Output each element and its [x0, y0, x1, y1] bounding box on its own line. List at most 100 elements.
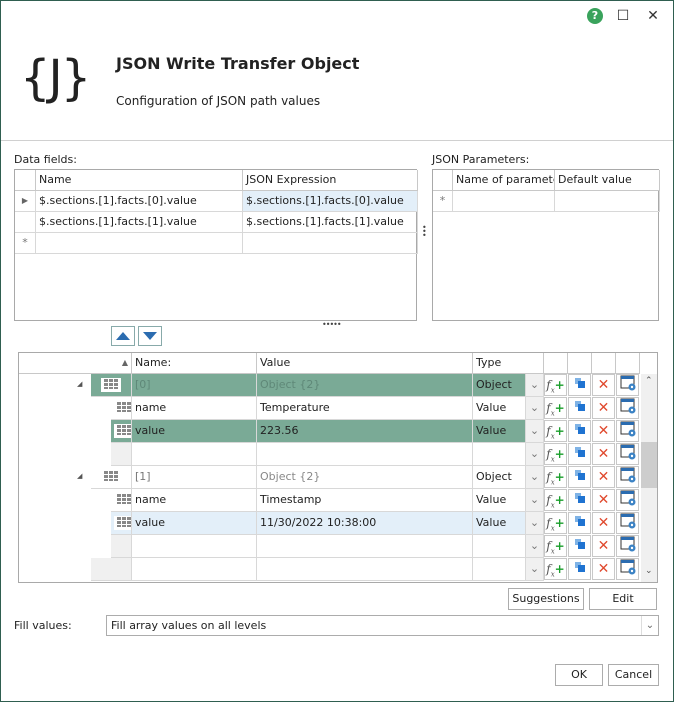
new-parameter-default[interactable]	[555, 191, 660, 212]
node-value[interactable]: Temperature	[257, 397, 473, 420]
settings-window-icon[interactable]	[616, 535, 639, 557]
copy-icon[interactable]	[568, 397, 591, 419]
delete-icon[interactable]: ✕	[592, 466, 615, 488]
node-grid-icon[interactable]	[111, 512, 132, 535]
delete-icon[interactable]: ✕	[592, 443, 615, 465]
node-type[interactable]: Value	[473, 489, 526, 512]
node-name[interactable]	[132, 558, 257, 581]
sort-ascending-icon[interactable]: ▲	[19, 353, 132, 374]
node-name[interactable]	[132, 443, 257, 466]
settings-window-icon[interactable]	[616, 466, 639, 488]
cancel-button[interactable]: Cancel	[608, 664, 659, 686]
collapse-icon[interactable]: ◢	[77, 472, 83, 480]
node-value[interactable]: Object {2}	[257, 374, 473, 397]
settings-window-icon[interactable]	[616, 512, 639, 534]
node-type[interactable]: Value	[473, 397, 526, 420]
type-dropdown-chevron-icon[interactable]: ⌄	[526, 466, 544, 489]
type-dropdown-chevron-icon[interactable]: ⌄	[526, 397, 544, 420]
column-header-value[interactable]: Value	[257, 353, 473, 374]
column-header-type[interactable]: Type	[473, 353, 544, 374]
add-function-icon[interactable]: fx+	[544, 489, 567, 511]
node-name[interactable]: value	[132, 512, 257, 535]
help-icon[interactable]: ?	[587, 8, 603, 24]
chevron-down-icon[interactable]: ⌄	[641, 616, 658, 635]
copy-icon[interactable]	[568, 512, 591, 534]
new-row-name[interactable]	[36, 233, 243, 254]
delete-icon[interactable]: ✕	[592, 374, 615, 396]
type-dropdown-chevron-icon[interactable]: ⌄	[526, 489, 544, 512]
delete-icon[interactable]: ✕	[592, 535, 615, 557]
copy-icon[interactable]	[568, 443, 591, 465]
data-fields-grid[interactable]: Name JSON Expression ▶ $.sections.[1].fa…	[14, 169, 418, 321]
copy-icon[interactable]	[568, 420, 591, 442]
copy-icon[interactable]	[568, 558, 591, 580]
delete-icon[interactable]: ✕	[592, 397, 615, 419]
settings-window-icon[interactable]	[616, 489, 639, 511]
node-type[interactable]	[473, 535, 526, 558]
node-value[interactable]: 223.56	[257, 420, 473, 443]
copy-icon[interactable]	[568, 466, 591, 488]
node-grid-icon[interactable]	[111, 420, 132, 443]
ok-button[interactable]: OK	[555, 664, 603, 686]
node-grid-icon[interactable]	[111, 397, 132, 420]
delete-icon[interactable]: ✕	[592, 420, 615, 442]
scroll-down-icon[interactable]: ⌄	[645, 566, 653, 576]
node-name[interactable]: value	[132, 420, 257, 443]
node-name[interactable]: name	[132, 489, 257, 512]
json-tree-grid[interactable]: ▲ Name: Value Type ⌃ ⌄ ◢ [0] Object {2} Obj…	[18, 352, 658, 583]
data-field-name[interactable]: $.sections.[1].facts.[1].value	[36, 212, 243, 233]
move-up-button[interactable]	[111, 326, 135, 346]
delete-icon[interactable]: ✕	[592, 558, 615, 580]
add-function-icon[interactable]: fx+	[544, 512, 567, 534]
scrollbar-thumb[interactable]	[641, 442, 657, 488]
copy-icon[interactable]	[568, 489, 591, 511]
node-name[interactable]: name	[132, 397, 257, 420]
column-header-name[interactable]: Name:	[132, 353, 257, 374]
close-icon[interactable]: ✕	[647, 8, 659, 24]
add-function-icon[interactable]: fx+	[544, 397, 567, 419]
json-parameters-grid[interactable]: Name of parameter Default value *	[432, 169, 660, 321]
settings-window-icon[interactable]	[616, 558, 639, 580]
node-value[interactable]: Object {2}	[257, 466, 473, 489]
node-value[interactable]	[257, 535, 473, 558]
data-field-expression[interactable]: $.sections.[1].facts.[0].value	[243, 191, 418, 212]
new-parameter-name[interactable]	[453, 191, 555, 212]
column-header-name[interactable]: Name	[36, 170, 243, 191]
node-type[interactable]: Object	[473, 466, 526, 489]
node-name[interactable]: [0]	[132, 374, 257, 397]
settings-window-icon[interactable]	[616, 374, 639, 396]
edit-button[interactable]: Edit	[589, 588, 657, 610]
scroll-up-icon[interactable]: ⌃	[645, 376, 653, 386]
settings-window-icon[interactable]	[616, 397, 639, 419]
suggestions-button[interactable]: Suggestions	[508, 588, 584, 610]
type-dropdown-chevron-icon[interactable]: ⌄	[526, 374, 544, 397]
node-value[interactable]: 11/30/2022 10:38:00	[257, 512, 473, 535]
node-type[interactable]	[473, 558, 526, 581]
settings-window-icon[interactable]	[616, 443, 639, 465]
type-dropdown-chevron-icon[interactable]: ⌄	[526, 443, 544, 466]
node-type[interactable]	[473, 443, 526, 466]
delete-icon[interactable]: ✕	[592, 489, 615, 511]
maximize-icon[interactable]: ☐	[616, 8, 630, 24]
node-name[interactable]	[132, 535, 257, 558]
type-dropdown-chevron-icon[interactable]: ⌄	[526, 420, 544, 443]
node-grid-icon[interactable]	[91, 466, 132, 489]
new-row-expression[interactable]	[243, 233, 418, 254]
vertical-splitter[interactable]: • • •	[422, 223, 427, 240]
settings-window-icon[interactable]	[616, 420, 639, 442]
type-dropdown-chevron-icon[interactable]: ⌄	[526, 558, 544, 581]
type-dropdown-chevron-icon[interactable]: ⌄	[526, 512, 544, 535]
node-type[interactable]: Object	[473, 374, 526, 397]
node-grid-icon[interactable]	[111, 489, 132, 512]
vertical-scrollbar[interactable]: ⌃ ⌄	[641, 374, 657, 582]
column-header-parameter-name[interactable]: Name of parameter	[453, 170, 555, 191]
collapse-icon[interactable]: ◢	[77, 380, 83, 388]
data-field-expression[interactable]: $.sections.[1].facts.[1].value	[243, 212, 418, 233]
node-value[interactable]	[257, 443, 473, 466]
add-function-icon[interactable]: fx+	[544, 420, 567, 442]
node-type[interactable]: Value	[473, 512, 526, 535]
data-field-name[interactable]: $.sections.[1].facts.[0].value	[36, 191, 243, 212]
delete-icon[interactable]: ✕	[592, 512, 615, 534]
node-value[interactable]	[257, 558, 473, 581]
copy-icon[interactable]	[568, 374, 591, 396]
